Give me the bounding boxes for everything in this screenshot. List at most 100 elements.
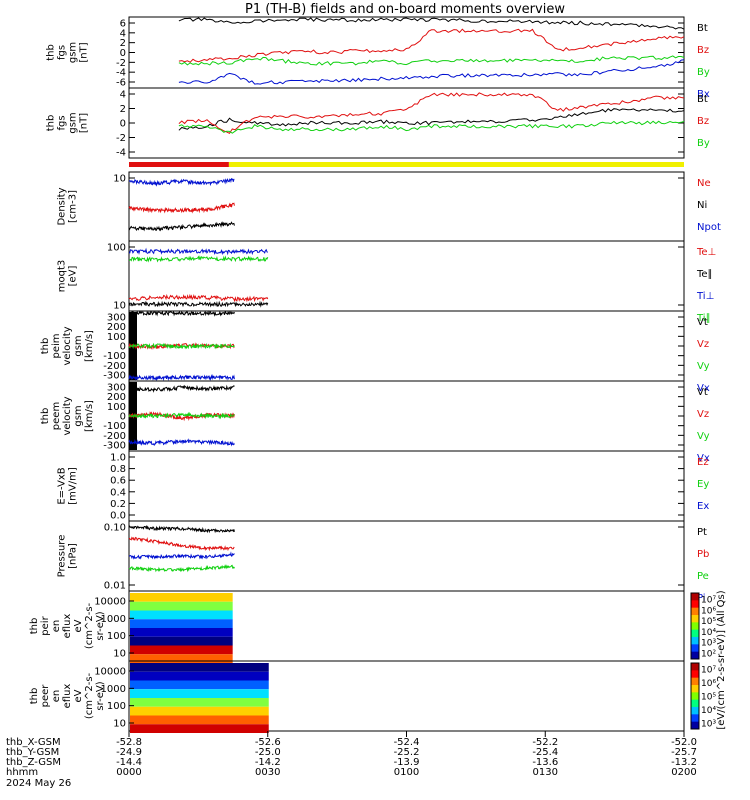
colorbar-tick-label: 10⁵	[701, 617, 716, 627]
series-ni	[128, 221, 235, 232]
footer-value: 0200	[671, 767, 696, 778]
colorbar-tick-label: 10⁴	[701, 706, 716, 716]
ylabel-line: [nT]	[79, 113, 90, 133]
ylabel-line: thb	[29, 618, 40, 635]
colorbar-segment	[691, 615, 699, 623]
legend-bx: Bx	[697, 89, 710, 100]
plot-panels: thbfgsgsm[nT]6420-2-4-6BtBzByBxthbfgsgsm…	[29, 16, 727, 733]
ylabel-line: velocity	[62, 326, 73, 365]
ytick-label: -2	[116, 133, 126, 144]
series-by	[178, 120, 685, 134]
colorbar-frame	[690, 662, 700, 730]
ylabel-line: peir	[40, 615, 51, 635]
ylabel-line: thb	[29, 688, 40, 705]
colorbar-segment	[691, 685, 699, 693]
ytick-label: 100	[107, 631, 126, 642]
ytick-label: 300	[107, 313, 126, 324]
ylabel-line: Density	[57, 187, 68, 225]
ytick-label: 0	[120, 48, 126, 59]
legend-vt: Vt	[697, 387, 708, 398]
colorbar-segment	[691, 677, 699, 686]
series-vt	[128, 384, 235, 393]
ylabel-line: thb	[46, 44, 57, 61]
ytick-label: -200	[103, 431, 126, 442]
series-ti⊥	[129, 247, 269, 256]
footer-row-label: thb_Y-GSM	[6, 747, 59, 758]
ylabel-line: eV	[73, 689, 84, 702]
spectrogram-band	[130, 715, 269, 725]
panel-8: Pressure[nPa] 0.10 0.01 Pt Pb Pe Pi	[57, 520, 709, 604]
legend-bz: Bz	[697, 116, 709, 127]
legend-vy: Vy	[697, 361, 710, 372]
colorbar-frame	[690, 592, 700, 660]
legend-ex: Ex	[697, 501, 709, 512]
footer-value: -52.0	[671, 737, 697, 748]
date-label: 2024 May 26	[6, 778, 71, 789]
spectrogram-band	[130, 593, 233, 602]
colorbar-tick-label: 10³	[701, 720, 716, 730]
ytick-label: 10	[113, 301, 126, 312]
footer-value: -52.6	[255, 737, 281, 748]
ylabel-line: [km/s]	[84, 330, 95, 362]
colorbar-segment	[691, 692, 699, 701]
legend-ne: Ne	[697, 178, 711, 189]
ylabel-line: [nT]	[79, 42, 90, 62]
colorbar-tick-label: 10⁵	[701, 693, 716, 703]
series-vx	[128, 374, 235, 382]
ylabel-line: en	[51, 620, 62, 633]
legend-vt: Vt	[697, 317, 708, 328]
ytick-label: -4	[116, 148, 126, 159]
footer-value: -14.4	[116, 757, 142, 768]
ylabel-line: peim	[51, 333, 62, 358]
spectrogram-band	[130, 619, 233, 628]
ytick-label: 0.2	[110, 499, 126, 510]
ytick-label: 2	[120, 104, 126, 115]
panel-7: E=-VxB[mV/m] 1.00.80.60.40.20.0 Ez Ey Ex	[57, 450, 709, 522]
panel-3: Density[cm-3] 10 Ne Ni Npot	[57, 171, 721, 242]
ytick-label: 1.0	[110, 453, 126, 464]
series-vx	[128, 438, 235, 447]
series-bx	[178, 59, 685, 85]
ylabel-line: peer	[40, 684, 51, 708]
colorbar-segment	[691, 663, 699, 671]
spectrogram-band	[130, 671, 269, 681]
series-bz	[178, 28, 685, 63]
ytick-label: -200	[103, 361, 126, 372]
legend-vz: Vz	[697, 409, 709, 420]
ylabel-line: gsm	[73, 405, 84, 426]
series-bt	[178, 108, 685, 131]
series-te∥	[128, 300, 269, 308]
ytick-label: 100	[107, 243, 126, 254]
legend-ti∥: Ti∥	[696, 313, 711, 324]
spectrogram-band	[130, 689, 269, 698]
panel-ylabel: Pressure[nPa]	[57, 535, 79, 578]
ylabel-line: thb	[46, 115, 57, 132]
legend-te⊥: Te⊥	[696, 247, 716, 258]
footer-value: 0030	[255, 767, 280, 778]
ytick-label: -300	[103, 441, 126, 452]
footer-value: -52.4	[394, 737, 420, 748]
legend-vx: Vx	[697, 383, 710, 394]
ylabel-line: eV	[73, 619, 84, 632]
ytick-label: -2	[116, 58, 126, 69]
colorbar-segment	[691, 699, 699, 708]
ylabel-line: gsm	[68, 112, 79, 133]
time-axis-footer: thb_X-GSM -52.8 -52.6 -52.4 -52.2 -52.0 thb_Y-…	[6, 731, 697, 789]
panel-ylabel: moqt3[eV]	[57, 260, 79, 293]
ytick-label: 2	[120, 38, 126, 49]
colorbar-segment	[691, 637, 699, 645]
colorbar-tick-label: 10⁷	[701, 596, 716, 606]
colorbar-segment	[691, 593, 699, 601]
footer-value: -14.2	[255, 757, 281, 768]
ytick-label: -6	[116, 78, 126, 89]
legend-bt: Bt	[697, 94, 708, 105]
ylabel-line: en	[51, 690, 62, 703]
panel-ylabel: Density[cm-3]	[57, 187, 79, 225]
footer-value: -13.2	[671, 757, 697, 768]
ylabel-line: (cm^2-s-	[84, 672, 95, 719]
series-vt	[128, 310, 235, 317]
legend-ti⊥: Ti⊥	[696, 291, 714, 302]
ytick-label: -300	[103, 371, 126, 382]
mode-bar-yellow	[228, 162, 684, 167]
